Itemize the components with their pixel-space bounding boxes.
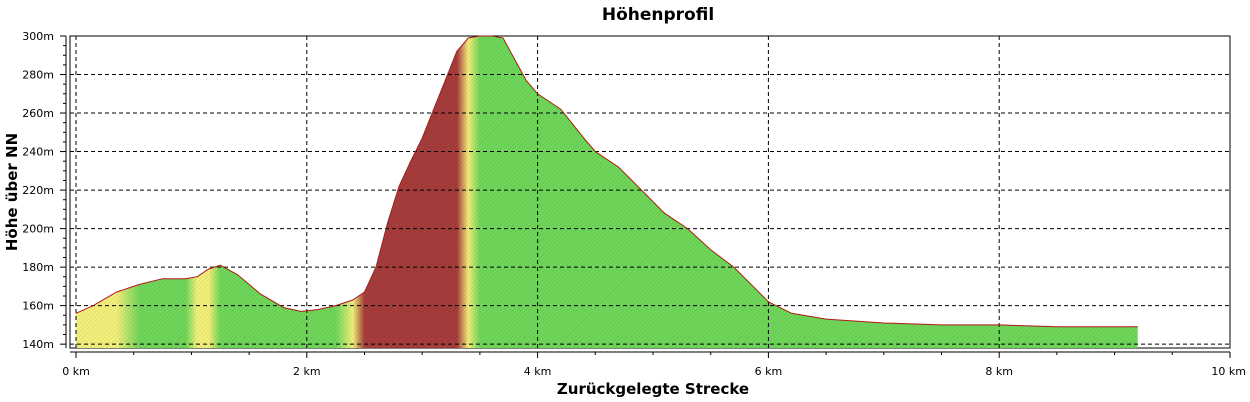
y-tick-label: 260m [22,107,54,120]
x-axis-ticks: 0 km 2 km 4 km 6 km 8 km 10 km [62,352,1246,378]
y-tick-label: 300m [22,30,54,43]
grid-lines [70,36,1230,348]
outline-group [75,35,1138,328]
elevation-area-texture [76,36,1138,348]
y-tick-label: 200m [22,223,54,236]
x-tick-label: 4 km [524,365,552,378]
x-tick-label: 10 km [1211,365,1246,378]
y-tick-label: 180m [22,261,54,274]
x-tick-label: 0 km [62,365,90,378]
y-tick-label: 220m [22,184,54,197]
y-tick-label: 240m [22,146,54,159]
x-tick-label: 6 km [755,365,783,378]
area-group [76,36,1138,348]
y-tick-label: 140m [22,338,54,351]
x-axis-title: Zurückgelegte Strecke [557,380,749,398]
y-axis-title: Höhe über NN [3,133,21,251]
y-tick-label: 280m [22,69,54,82]
elevation-line [75,35,1138,328]
y-tick-label: 160m [22,300,54,313]
x-tick-label: 2 km [293,365,321,378]
x-tick-label: 8 km [985,365,1013,378]
y-axis-ticks: 140m 160m 180m 200m 220m 240m 260m 280m 300m [22,30,66,351]
chart-title: Höhenprofil [602,5,714,25]
